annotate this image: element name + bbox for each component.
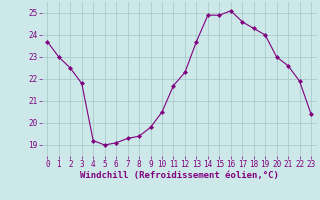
X-axis label: Windchill (Refroidissement éolien,°C): Windchill (Refroidissement éolien,°C): [80, 171, 279, 180]
